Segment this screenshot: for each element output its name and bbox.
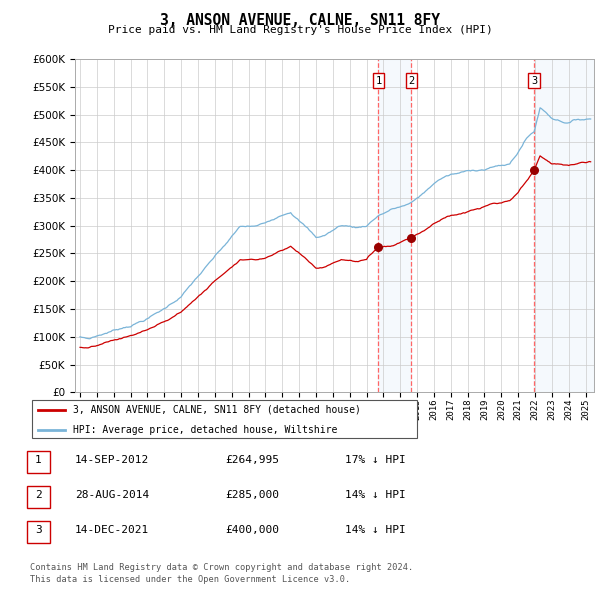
Text: £400,000: £400,000: [225, 525, 279, 535]
Text: £264,995: £264,995: [225, 455, 279, 465]
Text: 14-SEP-2012: 14-SEP-2012: [75, 455, 149, 465]
Text: 3, ANSON AVENUE, CALNE, SN11 8FY (detached house): 3, ANSON AVENUE, CALNE, SN11 8FY (detach…: [73, 405, 361, 415]
Bar: [379, 59, 412, 392]
Text: 3: 3: [531, 76, 538, 86]
Text: Price paid vs. HM Land Registry's House Price Index (HPI): Price paid vs. HM Land Registry's House …: [107, 25, 493, 35]
Text: This data is licensed under the Open Government Licence v3.0.: This data is licensed under the Open Gov…: [30, 575, 350, 584]
Text: 2: 2: [35, 490, 42, 500]
Text: 1: 1: [35, 455, 42, 465]
Text: 2: 2: [408, 76, 415, 86]
Text: £285,000: £285,000: [225, 490, 279, 500]
Bar: [534, 59, 594, 392]
Text: 14% ↓ HPI: 14% ↓ HPI: [345, 490, 406, 500]
Text: 3: 3: [35, 525, 42, 535]
Text: 14-DEC-2021: 14-DEC-2021: [75, 525, 149, 535]
Text: 17% ↓ HPI: 17% ↓ HPI: [345, 455, 406, 465]
Text: Contains HM Land Registry data © Crown copyright and database right 2024.: Contains HM Land Registry data © Crown c…: [30, 563, 413, 572]
Text: 14% ↓ HPI: 14% ↓ HPI: [345, 525, 406, 535]
Text: 1: 1: [376, 76, 382, 86]
Text: 28-AUG-2014: 28-AUG-2014: [75, 490, 149, 500]
Text: 3, ANSON AVENUE, CALNE, SN11 8FY: 3, ANSON AVENUE, CALNE, SN11 8FY: [160, 13, 440, 28]
FancyBboxPatch shape: [32, 400, 417, 438]
Text: HPI: Average price, detached house, Wiltshire: HPI: Average price, detached house, Wilt…: [73, 425, 337, 434]
